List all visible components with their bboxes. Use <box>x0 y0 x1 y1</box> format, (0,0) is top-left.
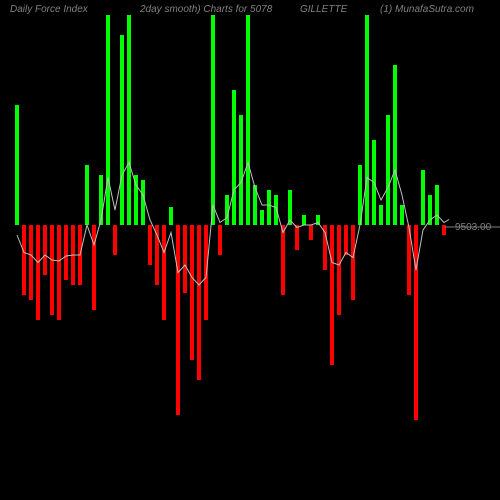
force-bar <box>330 225 334 365</box>
force-bar <box>302 215 306 225</box>
force-bar <box>50 225 54 315</box>
force-bar <box>57 225 61 320</box>
force-bar <box>120 35 124 225</box>
force-bar <box>435 185 439 225</box>
force-bar <box>127 15 131 225</box>
force-bar <box>141 180 145 225</box>
header-title-2: 2day smooth) Charts for 5078 <box>140 4 272 15</box>
force-bar <box>337 225 341 315</box>
force-bar <box>36 225 40 320</box>
force-bar <box>211 15 215 225</box>
force-bar <box>365 15 369 225</box>
force-bar <box>106 15 110 225</box>
force-bar <box>64 225 68 280</box>
force-bar <box>134 175 138 225</box>
force-bar <box>393 65 397 225</box>
force-bar <box>176 225 180 415</box>
force-index-chart: Daily Force Index 2day smooth) Charts fo… <box>0 0 500 500</box>
force-bar <box>239 115 243 225</box>
force-bar <box>29 225 33 300</box>
force-bar <box>414 225 418 420</box>
header-title-1: Daily Force Index <box>10 4 88 15</box>
force-bar <box>183 225 187 293</box>
price-label: 9503.00 <box>455 222 491 233</box>
force-bar <box>85 165 89 225</box>
force-bar <box>113 225 117 255</box>
force-bar <box>232 90 236 225</box>
force-bar <box>295 225 299 250</box>
force-bar <box>351 225 355 300</box>
force-bar <box>218 225 222 255</box>
force-bar <box>197 225 201 380</box>
force-bar <box>162 225 166 320</box>
force-bar <box>169 207 173 225</box>
force-bar <box>421 170 425 225</box>
force-bar <box>386 115 390 225</box>
force-bar <box>274 195 278 225</box>
force-bar <box>281 225 285 295</box>
force-bar <box>148 225 152 265</box>
force-bar <box>43 225 47 275</box>
force-bar <box>400 205 404 225</box>
chart-canvas <box>0 0 500 500</box>
force-bar <box>344 225 348 255</box>
header-title-4: (1) MunafaSutra.com <box>380 4 474 15</box>
force-bar <box>309 225 313 240</box>
force-bar <box>246 15 250 225</box>
header-title-3: GILLETTE <box>300 4 347 15</box>
force-bar <box>92 225 96 310</box>
force-bar <box>15 105 19 225</box>
force-bar <box>260 210 264 225</box>
force-bar <box>190 225 194 360</box>
force-bar <box>379 205 383 225</box>
force-bar <box>267 190 271 225</box>
force-bar <box>22 225 26 295</box>
